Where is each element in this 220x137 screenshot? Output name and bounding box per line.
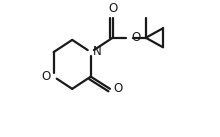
Text: O: O bbox=[113, 82, 122, 95]
Text: O: O bbox=[41, 70, 51, 83]
Text: O: O bbox=[108, 2, 117, 15]
Text: N: N bbox=[93, 45, 102, 58]
Text: O: O bbox=[132, 31, 141, 44]
